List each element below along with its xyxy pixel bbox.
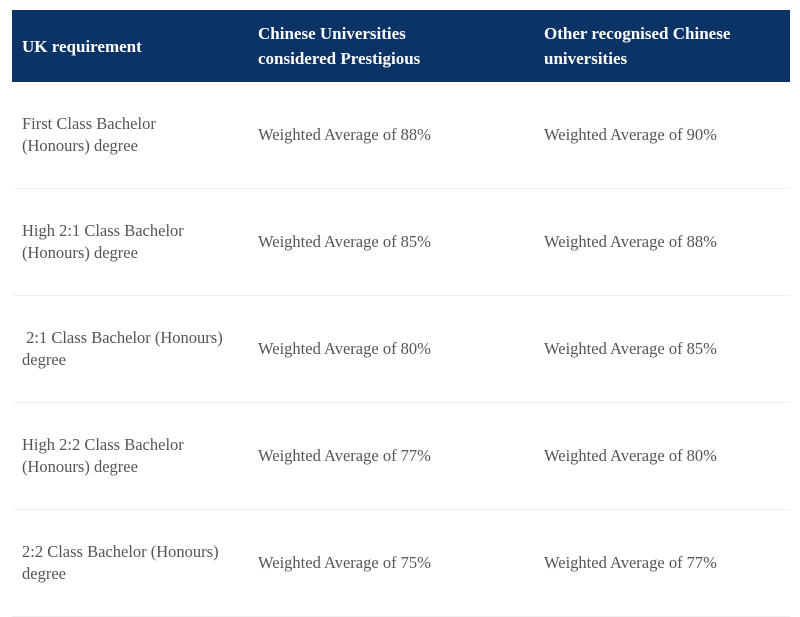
table-row: 2:1 Class Bachelor (Honours) degree Weight… <box>12 295 790 403</box>
table-row: High 2:2 Class Bachelor (Honours) degree W… <box>12 402 790 510</box>
table-row: 2:2 Class Bachelor (Honours) degree Weight… <box>12 509 790 617</box>
cell-line: Weighted Average of 88% <box>258 124 431 144</box>
cell-line: universities <box>544 49 628 68</box>
table-row: High 2:1 Class Bachelor (Honours) degree W… <box>12 188 790 296</box>
table-cell: First Class Bachelor (Honours) degree <box>12 82 248 189</box>
cell-line: Weighted Average of 85% <box>258 231 431 251</box>
cell-line: considered Prestigious <box>258 49 421 68</box>
table-cell: Weighted Average of 88% <box>534 188 790 296</box>
cell-line: Weighted Average of 75% <box>258 552 431 572</box>
cell-line: First Class Bachelor <box>22 113 156 133</box>
cell-line: Weighted Average of 80% <box>544 445 717 465</box>
cell-line: UK requirement <box>22 36 142 56</box>
table-cell: Weighted Average of 77% <box>534 509 790 617</box>
table-body: First Class Bachelor (Honours) degree Weig… <box>12 82 790 617</box>
column-header: UK requirement <box>12 10 248 82</box>
cell-line: 2:1 Class Bachelor (Honours) <box>22 327 223 347</box>
cell-line: Weighted Average of 77% <box>544 552 717 572</box>
cell-line: Weighted Average of 88% <box>544 231 717 251</box>
header-row: UK requirement Chinese Universities consid… <box>12 10 790 82</box>
table-cell: Weighted Average of 80% <box>534 402 790 510</box>
table-cell: Weighted Average of 85% <box>248 188 534 296</box>
table-cell: Weighted Average of 77% <box>248 402 534 510</box>
cell-line: 2:2 Class Bachelor (Honours) <box>22 541 219 561</box>
table-cell: Weighted Average of 85% <box>534 295 790 403</box>
cell-line: Chinese Universities <box>258 24 406 43</box>
page: UK requirement Chinese Universities consid… <box>12 10 790 617</box>
table-row: First Class Bachelor (Honours) degree Weig… <box>12 82 790 189</box>
cell-line: High 2:2 Class Bachelor <box>22 434 184 454</box>
cell-line: (Honours) degree <box>22 457 138 476</box>
cell-line: Other recognised Chinese <box>544 24 731 43</box>
table-cell: Weighted Average of 90% <box>534 82 790 189</box>
cell-line: degree <box>22 564 66 583</box>
table-cell: Weighted Average of 88% <box>248 82 534 189</box>
table-cell: Weighted Average of 80% <box>248 295 534 403</box>
cell-line: degree <box>22 350 66 369</box>
cell-line: Weighted Average of 80% <box>258 338 431 358</box>
cell-line: Weighted Average of 85% <box>544 338 717 358</box>
column-header: Other recognised Chinese universities <box>534 10 790 82</box>
column-header: Chinese Universities considered Prestigio… <box>248 10 534 82</box>
cell-line: (Honours) degree <box>22 243 138 262</box>
table-cell: High 2:2 Class Bachelor (Honours) degree <box>12 402 248 510</box>
cell-line: Weighted Average of 90% <box>544 124 717 144</box>
cell-line: High 2:1 Class Bachelor <box>22 220 184 240</box>
cell-line: (Honours) degree <box>22 136 138 155</box>
table-cell: 2:2 Class Bachelor (Honours) degree <box>12 509 248 617</box>
cell-line: Weighted Average of 77% <box>258 445 431 465</box>
requirements-table: UK requirement Chinese Universities consid… <box>12 10 790 617</box>
table-cell: 2:1 Class Bachelor (Honours) degree <box>12 295 248 403</box>
table-cell: High 2:1 Class Bachelor (Honours) degree <box>12 188 248 296</box>
table-cell: Weighted Average of 75% <box>248 509 534 617</box>
